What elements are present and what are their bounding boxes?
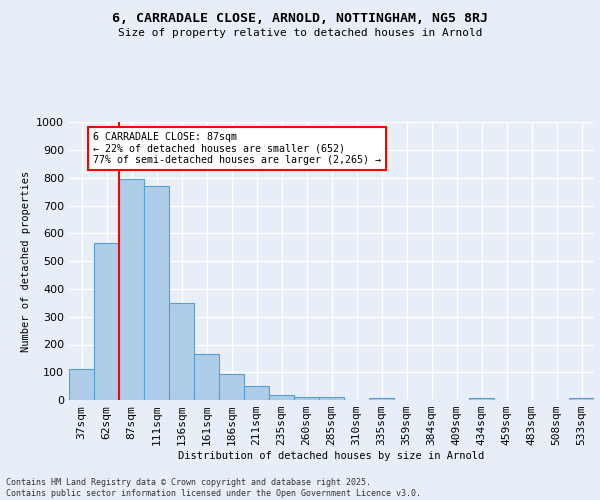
Bar <box>269 395 294 400</box>
Bar <box>219 374 244 400</box>
Bar <box>469 398 494 400</box>
Text: 6, CARRADALE CLOSE, ARNOLD, NOTTINGHAM, NG5 8RJ: 6, CARRADALE CLOSE, ARNOLD, NOTTINGHAM, … <box>112 12 488 26</box>
Bar <box>144 186 169 400</box>
Bar <box>294 396 319 400</box>
Bar <box>94 243 119 400</box>
Bar <box>244 386 269 400</box>
Bar <box>194 354 219 400</box>
Text: Contains HM Land Registry data © Crown copyright and database right 2025.
Contai: Contains HM Land Registry data © Crown c… <box>6 478 421 498</box>
Text: 6 CARRADALE CLOSE: 87sqm
← 22% of detached houses are smaller (652)
77% of semi-: 6 CARRADALE CLOSE: 87sqm ← 22% of detach… <box>93 132 381 166</box>
Bar <box>319 396 344 400</box>
Bar <box>569 398 594 400</box>
Text: Size of property relative to detached houses in Arnold: Size of property relative to detached ho… <box>118 28 482 38</box>
Y-axis label: Number of detached properties: Number of detached properties <box>20 170 31 352</box>
Bar <box>369 398 394 400</box>
X-axis label: Distribution of detached houses by size in Arnold: Distribution of detached houses by size … <box>178 451 485 461</box>
Bar <box>119 180 144 400</box>
Bar <box>69 370 94 400</box>
Bar <box>169 303 194 400</box>
